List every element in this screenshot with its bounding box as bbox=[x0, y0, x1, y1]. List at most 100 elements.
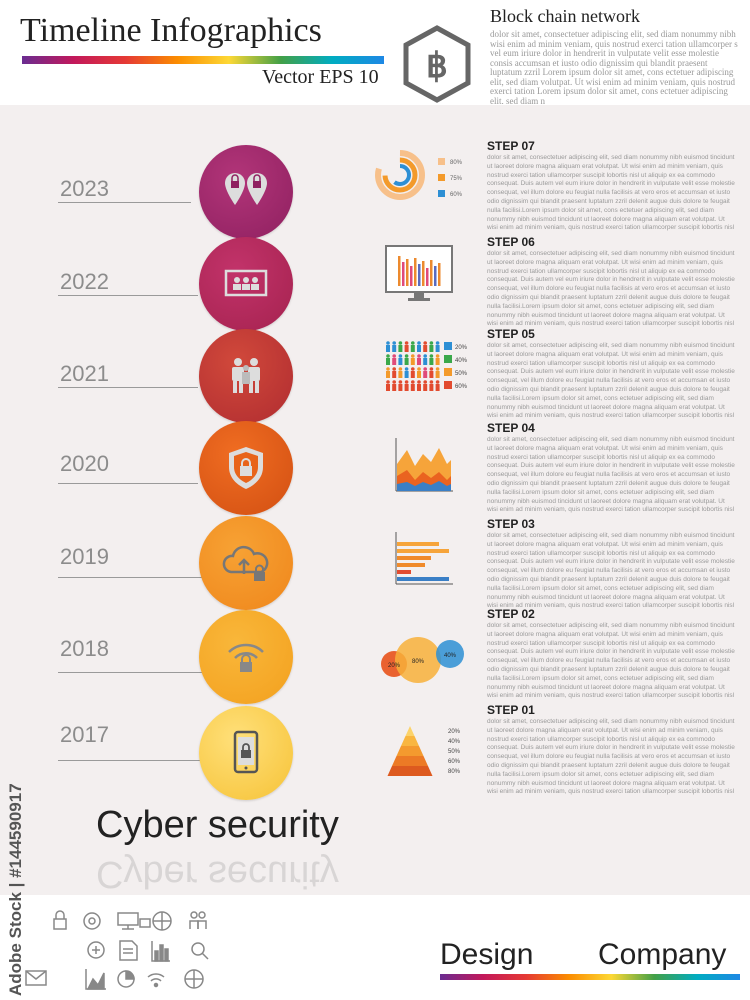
ring-75 bbox=[382, 157, 418, 193]
person-pictogram bbox=[417, 367, 421, 378]
people-group-icon bbox=[232, 358, 260, 393]
rings-chart: 80% 75% 60% bbox=[374, 148, 474, 204]
person-pictogram bbox=[435, 380, 440, 391]
person-pictogram bbox=[392, 341, 397, 352]
person-pictogram bbox=[386, 380, 390, 391]
person-pictogram bbox=[410, 341, 415, 352]
pyramid-label: 40% bbox=[448, 739, 461, 745]
smartphone-lock-icon bbox=[233, 730, 259, 774]
ring-label: 75% bbox=[450, 176, 463, 182]
people-legend-label: 40% bbox=[455, 358, 468, 364]
person-pictogram bbox=[398, 380, 403, 391]
horizontal-bar-chart bbox=[393, 530, 455, 586]
pie-chart-icon bbox=[117, 970, 135, 988]
plus-circle-icon bbox=[87, 941, 105, 959]
person-pictogram bbox=[392, 367, 397, 378]
year-2017: 2017 bbox=[60, 722, 109, 747]
year-line bbox=[58, 483, 198, 484]
timeline-circle-2021 bbox=[199, 329, 293, 423]
year-line bbox=[58, 202, 191, 203]
bitcoin-hexagon-icon: ฿ bbox=[402, 24, 472, 104]
step-02-title: STEP 02 bbox=[487, 607, 535, 621]
person-pictogram bbox=[398, 341, 403, 352]
person-pictogram bbox=[410, 380, 415, 391]
person-pictogram bbox=[404, 354, 409, 365]
pyramid-label: 60% bbox=[448, 759, 461, 765]
cyber-security-headline: Cyber security bbox=[96, 804, 339, 846]
person-pictogram bbox=[386, 354, 390, 365]
year-2019: 2019 bbox=[60, 544, 109, 569]
person-pictogram bbox=[435, 367, 440, 378]
area-chart-icon bbox=[85, 969, 106, 990]
person-pictogram bbox=[417, 354, 421, 365]
venn-label: 40% bbox=[444, 653, 457, 659]
person-pictogram bbox=[429, 367, 434, 378]
step-05-body: dolor sit amet, consectetuer adipiscing … bbox=[487, 342, 735, 420]
globe-lock-icon bbox=[184, 969, 204, 989]
step-06-body: dolor sit amet, consectetuer adipiscing … bbox=[487, 250, 735, 328]
title-rainbow-bar bbox=[22, 56, 384, 64]
people-icon bbox=[189, 911, 207, 929]
person-pictogram bbox=[417, 380, 421, 391]
person-pictogram bbox=[429, 380, 434, 391]
person-pictogram bbox=[429, 341, 434, 352]
pyramid-label: 20% bbox=[448, 729, 461, 735]
step-03-body: dolor sit amet, consectetuer adipiscing … bbox=[487, 532, 735, 610]
company-label: Company bbox=[598, 938, 727, 971]
pyramid-chart: 20% 40% 50% 60% 80% bbox=[382, 724, 468, 778]
person-pictogram bbox=[410, 367, 415, 378]
timeline-circle-2019 bbox=[199, 516, 293, 610]
people-legend-label: 60% bbox=[455, 384, 468, 390]
timeline-circle-2022 bbox=[199, 237, 293, 331]
step-06-title: STEP 06 bbox=[487, 235, 535, 249]
year-2023: 2023 bbox=[60, 176, 109, 201]
person-pictogram bbox=[435, 341, 440, 352]
step-04-title: STEP 04 bbox=[487, 421, 535, 435]
page-title: Timeline Infographics bbox=[20, 12, 322, 49]
monitor-users-icon bbox=[224, 269, 268, 297]
venn-label: 80% bbox=[412, 659, 425, 665]
year-2021: 2021 bbox=[60, 361, 109, 386]
people-legend-swatch bbox=[444, 342, 452, 350]
design-label: Design bbox=[440, 938, 534, 971]
venn-label: 20% bbox=[388, 663, 401, 669]
step-07-body: dolor sit amet, consectetuer adipiscing … bbox=[487, 154, 735, 232]
year-2022: 2022 bbox=[60, 269, 109, 294]
cyber-security-reflection: Cyber security bbox=[96, 853, 339, 895]
people-legend-label: 50% bbox=[455, 371, 468, 377]
bottom-icon-grid bbox=[22, 905, 237, 995]
vector-subtitle: Vector EPS 10 bbox=[262, 66, 379, 88]
person-pictogram bbox=[417, 341, 421, 352]
person-pictogram bbox=[404, 367, 409, 378]
location-lock-pins-icon bbox=[225, 173, 267, 205]
timeline-circle-2018 bbox=[199, 610, 293, 704]
people-legend-label: 20% bbox=[455, 345, 468, 351]
year-2020: 2020 bbox=[60, 451, 109, 476]
area-chart bbox=[393, 436, 455, 494]
bitcoin-symbol: ฿ bbox=[426, 48, 448, 85]
person-pictogram bbox=[423, 341, 428, 352]
lock-icon bbox=[53, 910, 67, 930]
shield-lock-icon bbox=[229, 447, 263, 489]
person-pictogram bbox=[423, 354, 428, 365]
magnifier-icon bbox=[191, 942, 209, 960]
globe-icon bbox=[152, 911, 172, 931]
person-pictogram bbox=[398, 354, 403, 365]
blockchain-title: Block chain network bbox=[490, 6, 640, 26]
timeline-circle-2020 bbox=[199, 421, 293, 515]
cloud-upload-lock-icon bbox=[222, 545, 269, 581]
wifi-icon bbox=[147, 973, 165, 988]
year-line bbox=[58, 295, 198, 296]
step-07-title: STEP 07 bbox=[487, 139, 535, 153]
gear-icon bbox=[83, 912, 101, 930]
step-04-body: dolor sit amet, consectetuer adipiscing … bbox=[487, 436, 735, 514]
bar-chart-icon bbox=[151, 941, 170, 962]
timeline-circle-2023 bbox=[199, 145, 293, 239]
timeline-circle-2017 bbox=[199, 706, 293, 800]
people-legend-swatch bbox=[444, 381, 452, 389]
year-2018: 2018 bbox=[60, 636, 109, 661]
ring-label: 80% bbox=[450, 160, 463, 166]
ring-60 bbox=[389, 164, 411, 186]
blockchain-body: dolor sit amet, consectetuer adipiscing … bbox=[490, 30, 738, 104]
step-01-body: dolor sit amet, consectetuer adipiscing … bbox=[487, 718, 735, 796]
